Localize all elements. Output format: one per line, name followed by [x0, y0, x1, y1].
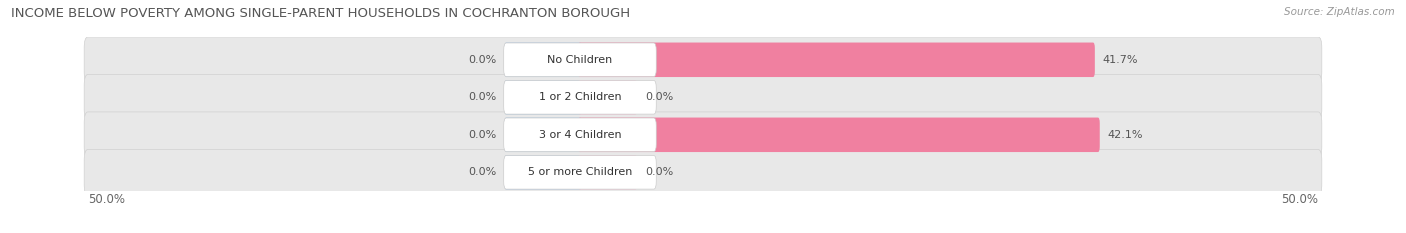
Text: 3 or 4 Children: 3 or 4 Children [538, 130, 621, 140]
FancyBboxPatch shape [84, 112, 1322, 158]
FancyBboxPatch shape [503, 80, 657, 114]
Text: 5 or more Children: 5 or more Children [527, 167, 633, 177]
Text: 50.0%: 50.0% [87, 193, 125, 206]
Text: 1 or 2 Children: 1 or 2 Children [538, 92, 621, 102]
Text: 0.0%: 0.0% [468, 130, 496, 140]
FancyBboxPatch shape [505, 117, 582, 152]
Text: 0.0%: 0.0% [468, 55, 496, 65]
Text: 41.7%: 41.7% [1102, 55, 1139, 65]
Text: 0.0%: 0.0% [645, 167, 673, 177]
Text: Source: ZipAtlas.com: Source: ZipAtlas.com [1284, 7, 1395, 17]
FancyBboxPatch shape [84, 74, 1322, 120]
Text: 0.0%: 0.0% [468, 167, 496, 177]
FancyBboxPatch shape [578, 43, 1095, 77]
Text: 42.1%: 42.1% [1108, 130, 1143, 140]
FancyBboxPatch shape [84, 37, 1322, 83]
FancyBboxPatch shape [503, 155, 657, 189]
FancyBboxPatch shape [505, 80, 582, 115]
Text: 0.0%: 0.0% [645, 92, 673, 102]
FancyBboxPatch shape [505, 155, 582, 190]
FancyBboxPatch shape [578, 117, 1099, 152]
FancyBboxPatch shape [578, 80, 637, 115]
FancyBboxPatch shape [505, 43, 582, 77]
Text: 50.0%: 50.0% [1281, 193, 1319, 206]
Text: 0.0%: 0.0% [468, 92, 496, 102]
Text: No Children: No Children [547, 55, 613, 65]
FancyBboxPatch shape [503, 118, 657, 152]
FancyBboxPatch shape [578, 155, 637, 190]
FancyBboxPatch shape [84, 149, 1322, 195]
Text: INCOME BELOW POVERTY AMONG SINGLE-PARENT HOUSEHOLDS IN COCHRANTON BOROUGH: INCOME BELOW POVERTY AMONG SINGLE-PARENT… [11, 7, 630, 20]
FancyBboxPatch shape [503, 43, 657, 77]
